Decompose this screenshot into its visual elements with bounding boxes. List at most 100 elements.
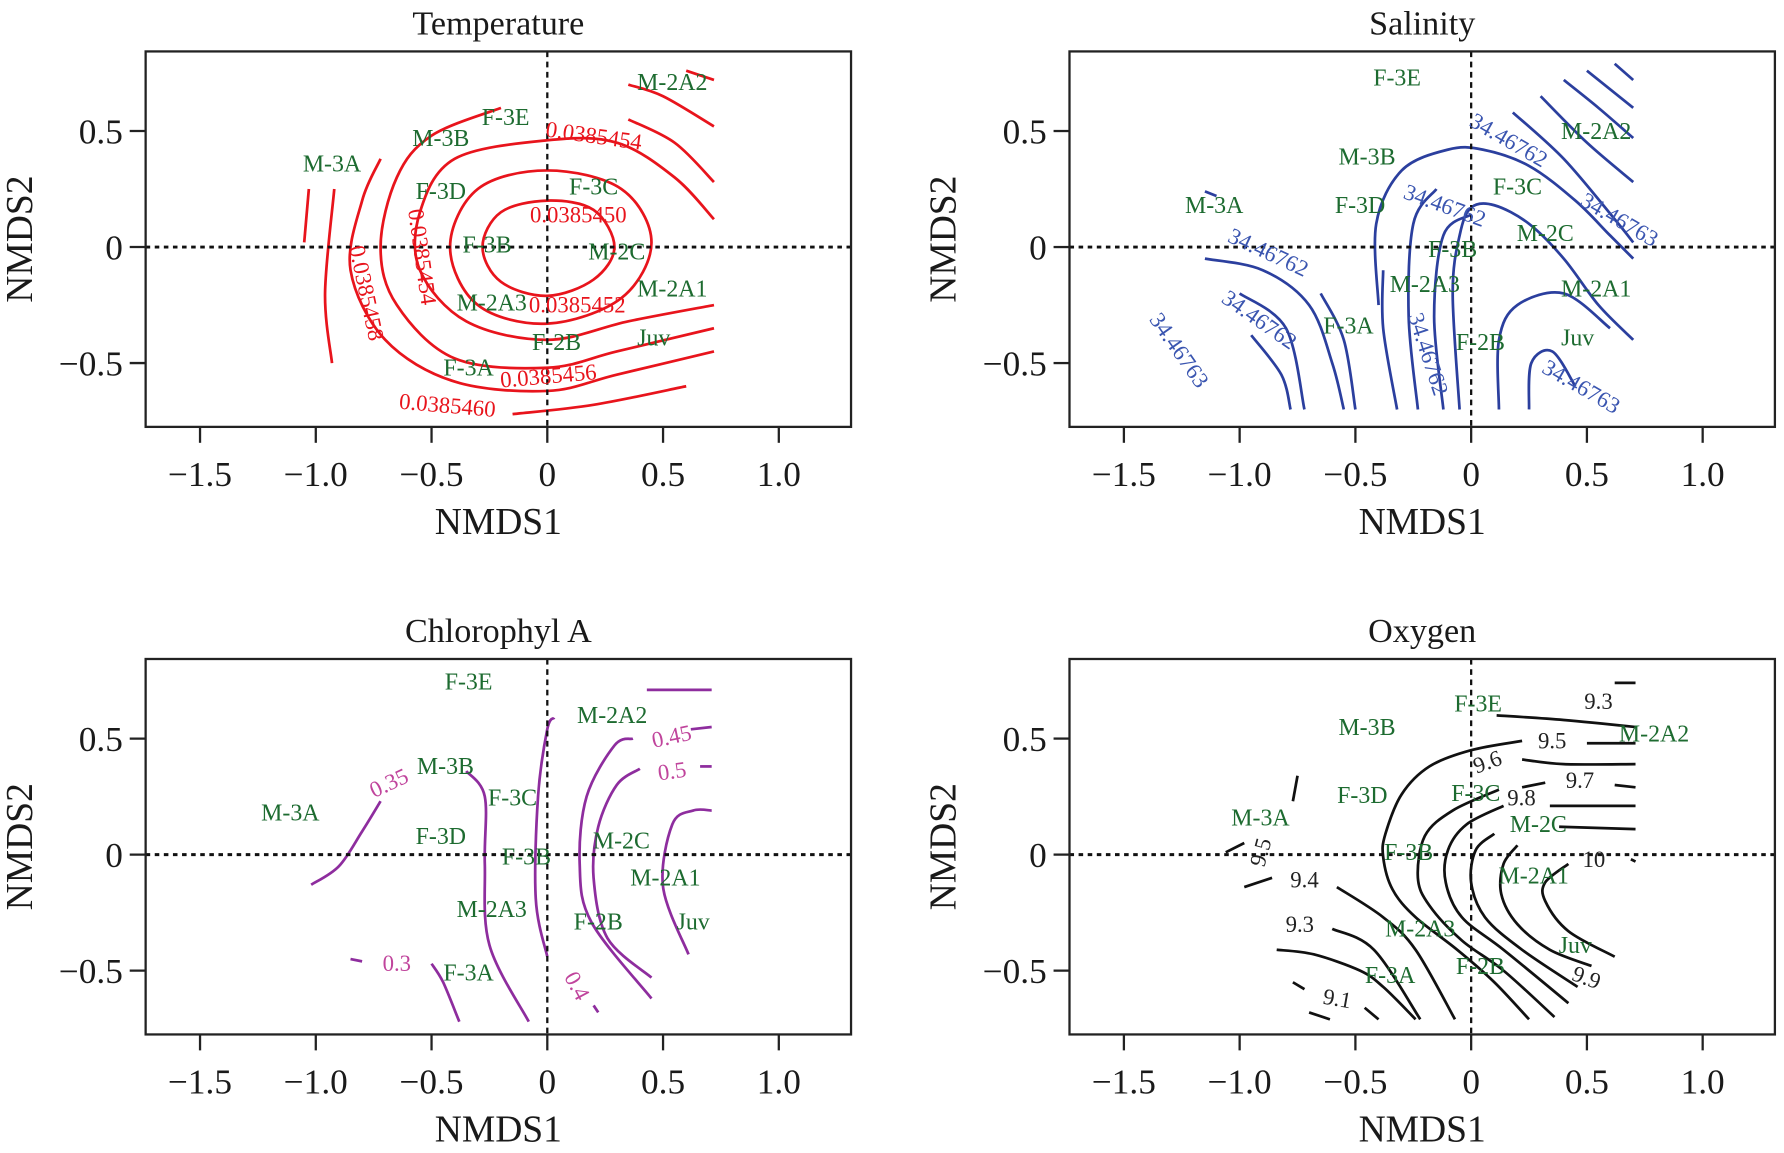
y-tick-label: 0.5: [79, 720, 123, 759]
contour-line: [413, 136, 715, 342]
x-tick-label: 1.0: [1681, 1063, 1725, 1102]
contour-line: [1496, 714, 1636, 729]
site-label: F-3B: [1384, 840, 1433, 866]
contour-line: [1559, 825, 1636, 831]
contour-label: 9.5: [1538, 728, 1566, 753]
y-axis-label: NMDS2: [0, 783, 41, 910]
contour-label: 0.45: [650, 720, 694, 753]
contour-label: 0.0385454: [403, 207, 441, 307]
x-axis-label: NMDS1: [435, 502, 562, 543]
site-label: F-3D: [1335, 193, 1385, 219]
contour-line: [1416, 788, 1556, 1019]
x-tick-label: 0: [1462, 455, 1480, 494]
contour-line: [591, 767, 653, 979]
y-tick-label: 0: [105, 836, 123, 875]
plot-frame: [1068, 50, 1777, 429]
site-label: F-3B: [463, 233, 512, 259]
site-label: M-2A1: [637, 277, 707, 303]
contour-line: [1308, 1011, 1331, 1021]
contour-line: [1291, 775, 1299, 802]
x-tick-label: 1.0: [757, 455, 801, 494]
contour-line: [1539, 95, 1635, 184]
contour-label: 9.8: [1507, 785, 1535, 810]
y-tick-label: −0.5: [59, 345, 123, 384]
site-label: F-3C: [488, 786, 537, 812]
contour-line: [1630, 858, 1637, 863]
x-tick-label: −1.0: [284, 1063, 348, 1102]
site-label: F-3A: [1365, 963, 1416, 989]
contour-line: [1496, 291, 1611, 410]
x-tick-label: −1.0: [1208, 455, 1272, 494]
site-label: F-3A: [1323, 314, 1374, 340]
contour-line: [1250, 334, 1292, 410]
x-tick-label: 0: [1462, 1063, 1480, 1102]
contour-line: [533, 716, 556, 957]
contour-line: [1527, 348, 1577, 410]
contour-line: [627, 118, 715, 183]
contour-line: [310, 800, 382, 886]
contour-line: [348, 158, 715, 393]
panel-chlorophyl-a: Chlorophyl A F-3E M-2A2 M-3B M-3A F-3C F-3D M-2…: [0, 613, 853, 1150]
site-label: F-3C: [1451, 781, 1500, 807]
site-label: M-2A2: [577, 703, 647, 729]
y-tick-label: −0.5: [59, 952, 123, 991]
site-label: F-3E: [1373, 65, 1421, 91]
contour-line: [1238, 292, 1306, 410]
contour-line: [1276, 948, 1417, 1021]
site-label: M-2C: [588, 239, 645, 265]
site-label: F-3D: [1337, 783, 1387, 809]
contour-label: 0.0385454: [544, 117, 644, 155]
panel-title: Oxygen: [1368, 613, 1476, 650]
y-tick-label: 0: [1029, 836, 1047, 875]
contour-line: [323, 188, 336, 364]
site-label: M-2A3: [457, 291, 527, 317]
x-tick-label: −1.5: [168, 1063, 232, 1102]
contour-line: [1541, 862, 1616, 958]
site-label: M-3A: [1185, 193, 1244, 219]
contour-line: [379, 106, 715, 370]
x-tick-label: 0: [538, 1063, 556, 1102]
contour-line: [1498, 844, 1592, 968]
contour-line: [685, 69, 715, 82]
contour-line: [1243, 876, 1273, 889]
contour-label: 9.4: [1290, 868, 1319, 893]
y-tick-label: 0.5: [1003, 113, 1047, 152]
y-tick-label: 0: [105, 229, 123, 268]
site-label: M-2A2: [637, 70, 707, 96]
x-tick-label: 0.5: [641, 455, 685, 494]
site-label: M-2A2: [1561, 119, 1631, 145]
contour-line: [1451, 202, 1635, 410]
site-label: M-2A2: [1619, 722, 1689, 748]
contour-line: [465, 770, 530, 1023]
panel-title: Salinity: [1369, 5, 1475, 42]
plot-frame: [144, 50, 853, 429]
contour-label: 0.3: [383, 951, 411, 976]
site-label: M-2A3: [1390, 272, 1460, 298]
x-tick-label: −1.5: [168, 455, 232, 494]
site-label: Juv: [637, 325, 670, 351]
contour-label: 9.3: [1584, 689, 1612, 714]
site-label: F-3E: [482, 105, 530, 131]
contour-line: [430, 962, 461, 1023]
x-axis-label: NMDS1: [435, 1109, 562, 1150]
x-tick-label: −1.5: [1092, 1063, 1156, 1102]
contour-line: [1511, 111, 1635, 244]
y-axis-label: NMDS2: [924, 176, 965, 303]
contour-label: 9.7: [1566, 768, 1594, 793]
contour-label: 9.1: [1321, 984, 1353, 1014]
x-tick-label: 0: [538, 455, 556, 494]
panel-title: Temperature: [412, 5, 584, 42]
panel-oxygen: Oxygen F-3E M-2A2 M-3B F-3D F-3C M-3A M-2C F-3B M…: [924, 613, 1777, 1150]
site-label: M-2A1: [630, 866, 700, 892]
contour-label: 34.46763: [1144, 308, 1213, 392]
contour-label: 0.0385456: [499, 359, 597, 392]
contour-lines: [1204, 62, 1635, 410]
site-label: M-3A: [1231, 805, 1290, 831]
y-tick-label: −0.5: [983, 952, 1047, 991]
y-tick-label: −0.5: [983, 345, 1047, 384]
y-axis-label: NMDS2: [924, 783, 965, 910]
contour-lines: [1225, 681, 1637, 1021]
contour-label: 0.0385452: [529, 293, 626, 318]
site-label: F-2B: [574, 910, 623, 936]
